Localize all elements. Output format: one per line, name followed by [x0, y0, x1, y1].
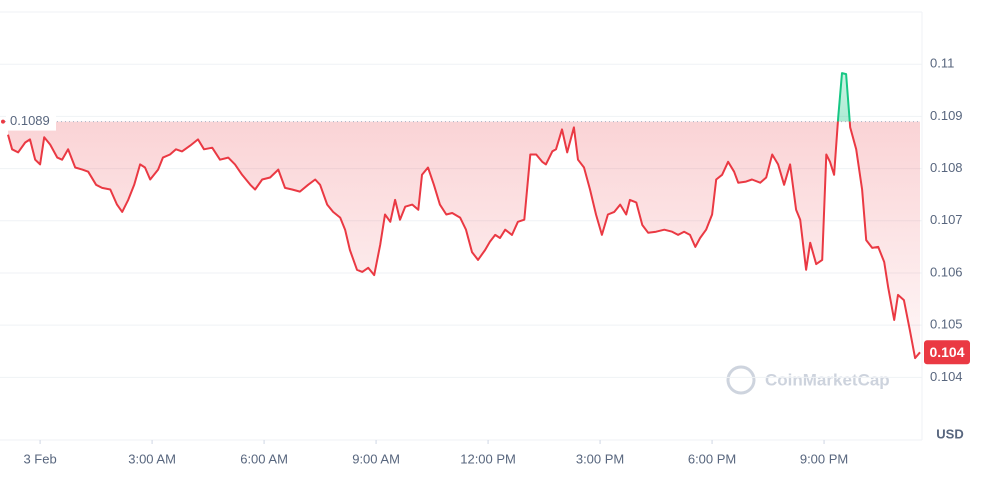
y-tick-label: 0.104	[930, 369, 963, 384]
baseline-dot	[1, 119, 5, 124]
y-tick-label: 0.106	[930, 264, 963, 279]
y-tick-label: 0.107	[930, 212, 963, 227]
watermark-logo	[726, 365, 756, 395]
x-tick-label: 3 Feb	[23, 451, 56, 466]
y-axis-label: USD	[936, 426, 963, 441]
x-tick-label: 9:00 AM	[352, 451, 400, 466]
current-price-badge	[924, 340, 970, 365]
watermark: CoinMarketCap	[726, 365, 890, 395]
x-tick-label: 6:00 PM	[688, 451, 736, 466]
price-line	[7, 72, 921, 360]
x-tick-label: 6:00 AM	[240, 451, 288, 466]
current-price-label: 0.104	[929, 344, 964, 360]
x-tick-label: 3:00 PM	[576, 451, 624, 466]
x-tick-label: 9:00 PM	[800, 451, 848, 466]
area-fill	[8, 73, 920, 359]
y-tick-label: 0.109	[930, 108, 963, 123]
y-tick-label: 0.108	[930, 160, 963, 175]
y-tick-label: 0.11	[930, 56, 954, 71]
y-tick-label: 0.105	[930, 317, 963, 332]
x-tick-label: 3:00 AM	[128, 451, 176, 466]
x-tick-label: 12:00 PM	[460, 451, 516, 466]
watermark-text: CoinMarketCap	[765, 370, 890, 389]
baseline-label: 0.1089	[10, 113, 50, 128]
baseline-label-bg	[6, 112, 56, 131]
